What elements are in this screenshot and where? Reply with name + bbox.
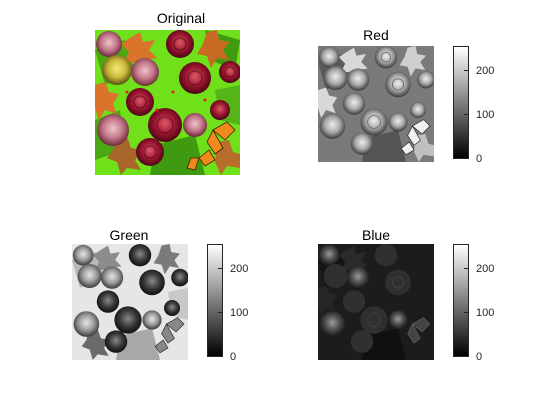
colorbar-tick (464, 70, 469, 71)
colorbar-tick (464, 356, 469, 357)
colorbar-tick (464, 114, 469, 115)
colorbar-tick-label: 200 (230, 263, 249, 275)
colorbar-tick-label: 0 (476, 153, 483, 165)
colorbar-tick (464, 158, 469, 159)
panel-title: Red (363, 27, 389, 43)
panel-title: Original (156, 10, 206, 26)
red-channel-image (318, 46, 434, 162)
panel-title: Green (109, 227, 149, 243)
colorbar-tick (464, 312, 469, 313)
panel-title: Blue (361, 227, 391, 243)
green-channel-image (72, 244, 188, 360)
colorbar-tick (218, 356, 223, 357)
colorbar-tick (218, 312, 223, 313)
colorbar-tick-label: 200 (476, 263, 495, 275)
colorbar-tick-label: 200 (476, 65, 495, 77)
red-colorbar (453, 46, 469, 159)
colorbar-tick (218, 268, 223, 269)
blue-channel-image (318, 244, 434, 360)
blue-colorbar (453, 244, 469, 357)
colorbar-tick (464, 268, 469, 269)
original-rgb-image (95, 30, 240, 175)
colorbar-tick-label: 100 (230, 307, 249, 319)
colorbar-tick-label: 100 (476, 307, 495, 319)
colorbar-tick-label: 0 (476, 351, 483, 363)
colorbar-tick-label: 100 (476, 109, 495, 121)
colorbar-tick-label: 0 (230, 351, 237, 363)
green-colorbar (207, 244, 223, 357)
